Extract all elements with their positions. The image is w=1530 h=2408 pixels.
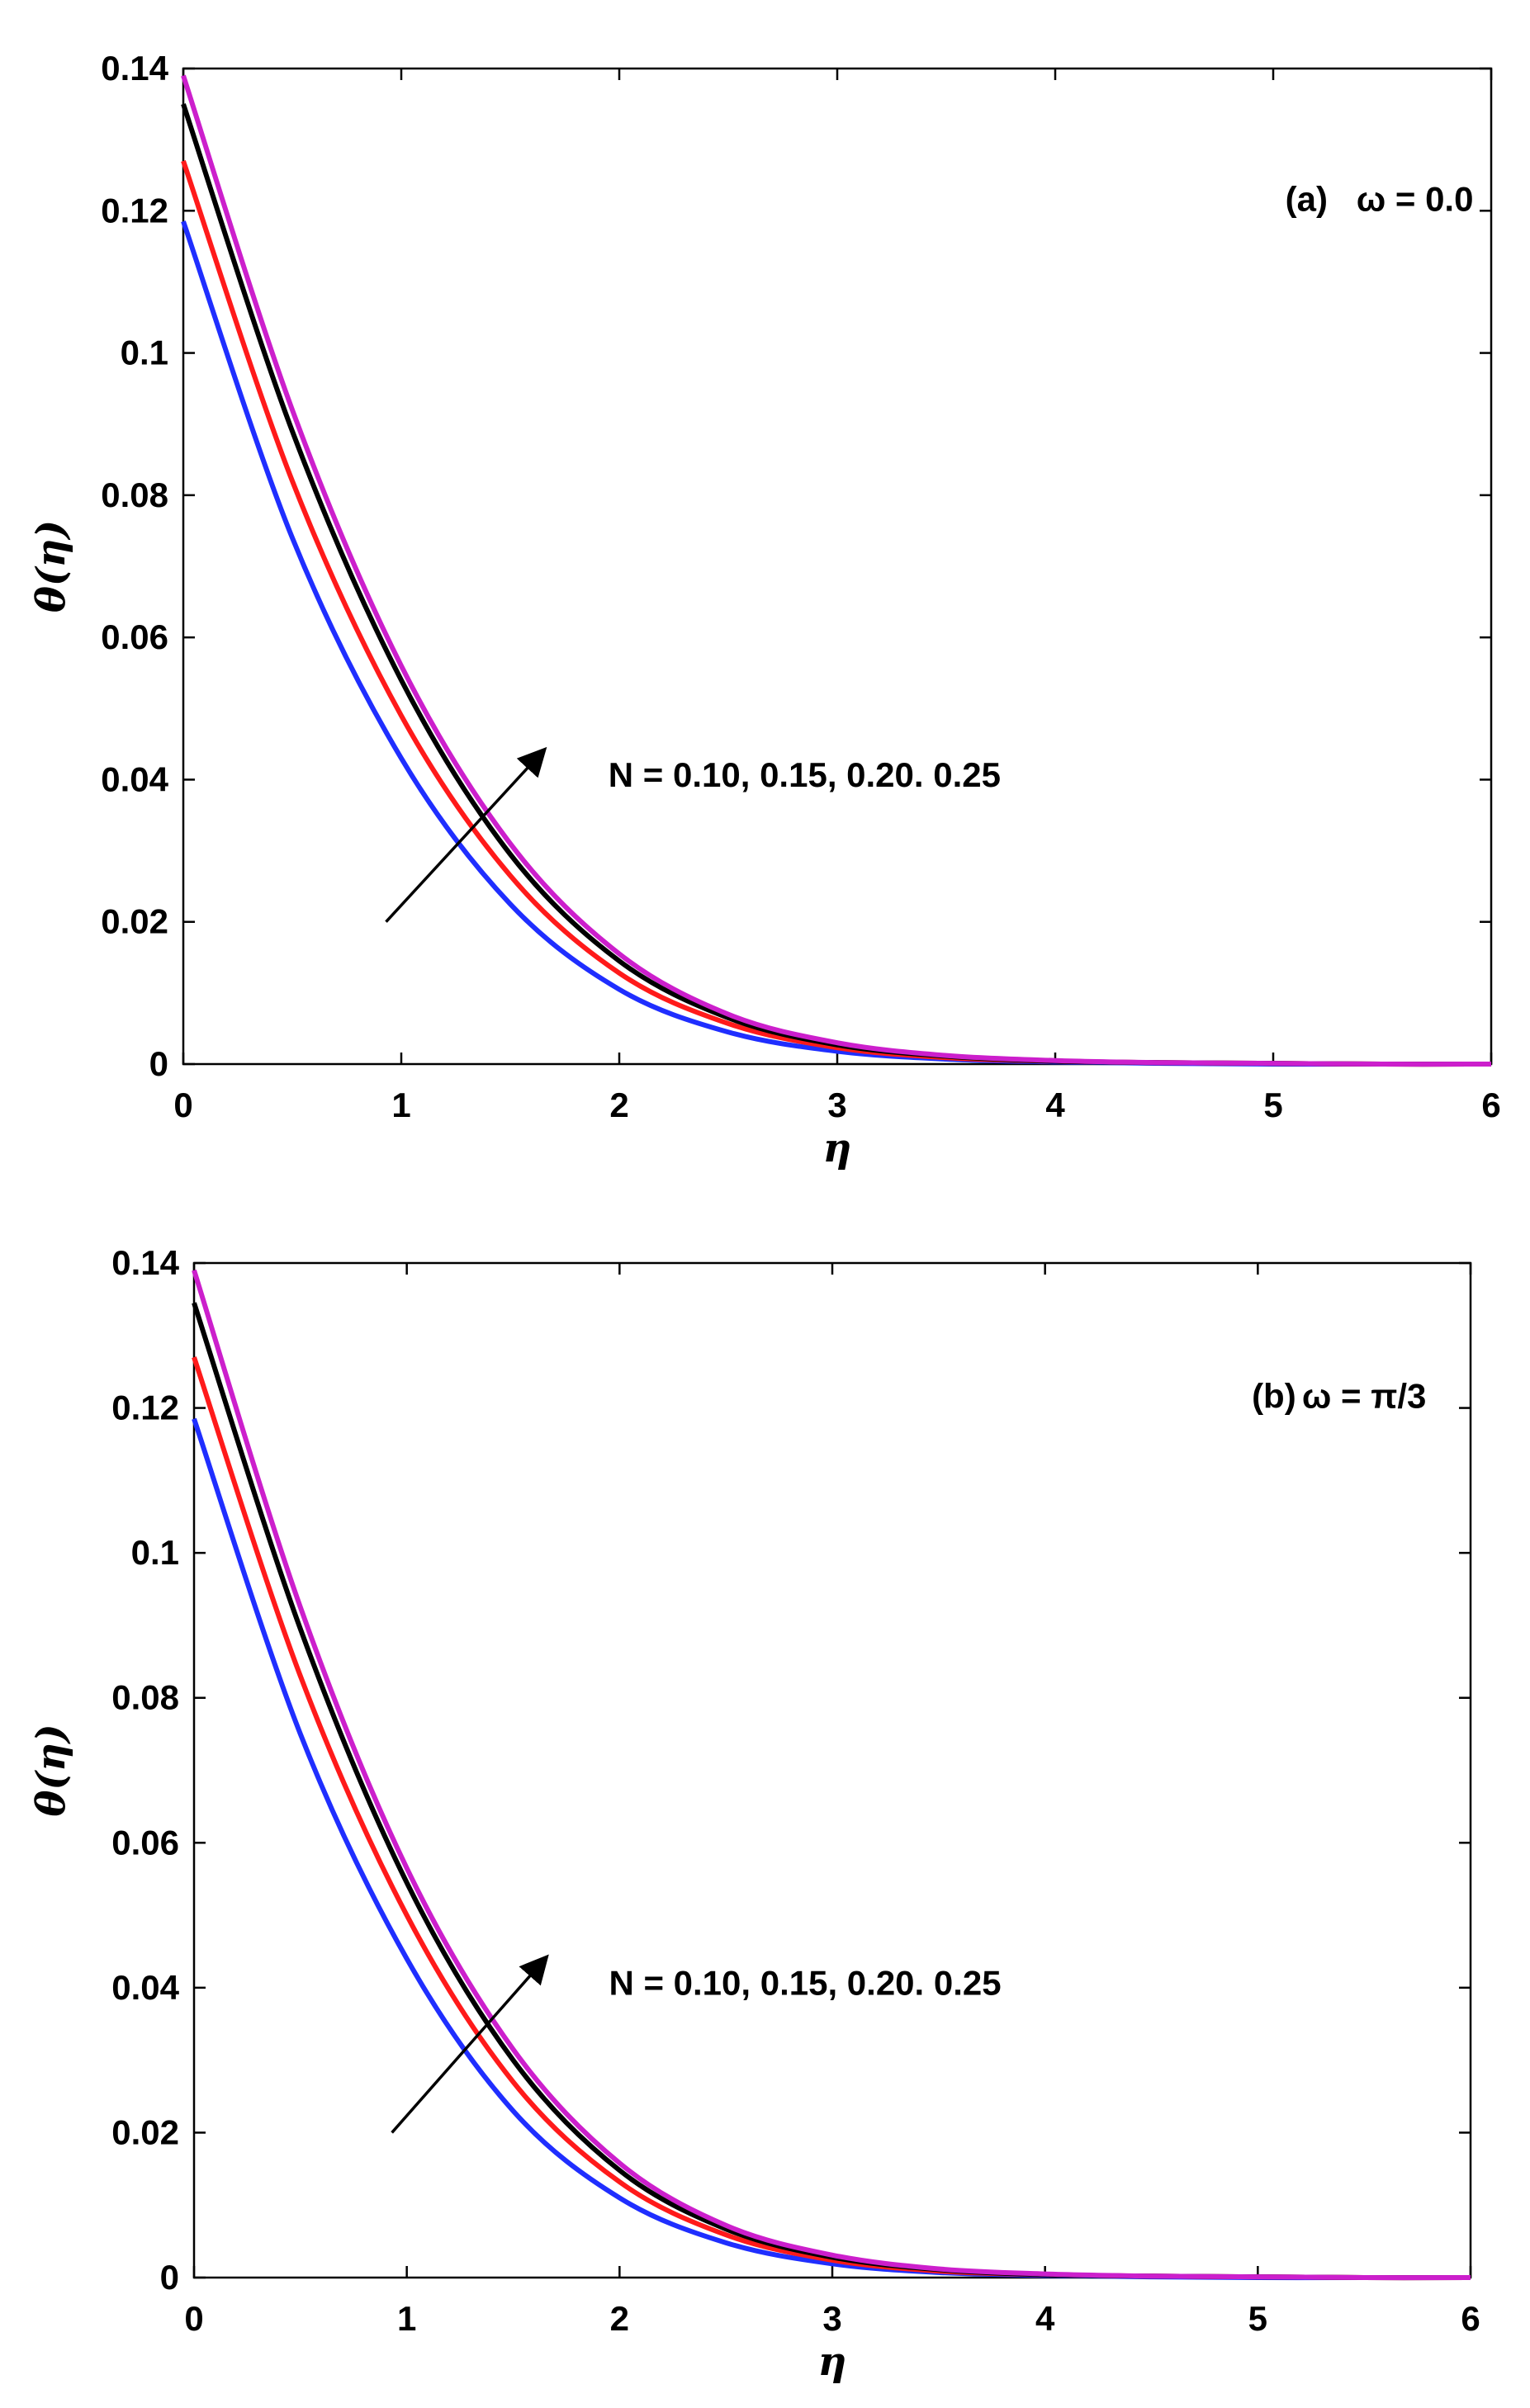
y-tick-label: 0.04 (101, 759, 168, 798)
x-tick-label: 2 (610, 2299, 629, 2338)
y-tick-label: 0.08 (101, 475, 168, 514)
y-tick-label: 0 (149, 1044, 168, 1083)
x-tick-label: 6 (1461, 2299, 1480, 2338)
panel-label: (a) (1286, 179, 1328, 218)
x-tick-label: 4 (1045, 1086, 1065, 1124)
y-tick-label: 0.02 (111, 2112, 179, 2151)
y-axis-title: θ(η) (28, 520, 74, 613)
increase-arrow (385, 746, 547, 923)
x-tick-label: 5 (1248, 2299, 1267, 2338)
omega-parameter-text: ω = 0.0 (1357, 179, 1474, 218)
y-tick-label: 0.06 (111, 1823, 179, 1862)
y-tick-label: 0.12 (101, 191, 168, 229)
series-line-0.25 (181, 74, 1492, 1067)
panel-a: 0 1 2 3 4 5 6 0 0.02 0.04 0.06 0.08 0.1 0.12 0.14 η θ(η)… (28, 49, 1501, 1171)
omega-parameter-text: ω = π/3 (1302, 1377, 1427, 1416)
series-line-0.15 (181, 160, 1492, 1067)
y-tick-label: 0.06 (101, 617, 168, 656)
y-axis-title: θ(η) (28, 1724, 74, 1816)
x-tick-label: 0 (173, 1086, 192, 1124)
x-axis-title: η (818, 2339, 847, 2385)
y-tick-label: 0.02 (101, 902, 168, 941)
increase-arrow (391, 1954, 549, 2134)
y-tick-label: 0.04 (111, 1968, 179, 2007)
y-tick-label: 0.08 (111, 1678, 179, 1717)
x-tick-label: 4 (1035, 2299, 1055, 2338)
x-axis-title: η (823, 1125, 852, 1171)
y-tick-label: 0.1 (131, 1533, 179, 1572)
x-tick-label: 1 (397, 2299, 416, 2338)
series-line-0.25 (192, 1269, 1471, 2281)
y-tick-label: 0 (160, 2258, 179, 2297)
panel-b: 0 1 2 3 4 5 6 0 0.02 0.04 0.06 0.08 0.1 0.12 0.14 η θ(η)… (28, 1243, 1480, 2385)
x-tick-label: 3 (827, 1086, 846, 1124)
n-values-annotation: N = 0.10, 0.15, 0.20. 0.25 (609, 1964, 1001, 2003)
x-tick-label: 0 (184, 2299, 203, 2338)
series-line-0.10 (181, 220, 1491, 1067)
y-tick-label: 0.14 (101, 49, 168, 88)
n-values-annotation: N = 0.10, 0.15, 0.20. 0.25 (609, 755, 1001, 794)
series-line-0.20 (192, 1302, 1471, 2281)
x-tick-label: 6 (1481, 1086, 1500, 1124)
panel-label: (b) (1252, 1377, 1296, 1416)
y-tick-label: 0.14 (111, 1243, 179, 1282)
x-tick-label: 5 (1263, 1086, 1282, 1124)
x-tick-label: 3 (822, 2299, 841, 2338)
y-tick-label: 0.12 (111, 1389, 179, 1427)
x-tick-label: 1 (391, 1086, 410, 1124)
series-line-0.10 (192, 1417, 1471, 2281)
x-tick-label: 2 (609, 1086, 628, 1124)
series-line-0.20 (181, 103, 1492, 1067)
y-tick-label: 0.1 (121, 334, 168, 372)
